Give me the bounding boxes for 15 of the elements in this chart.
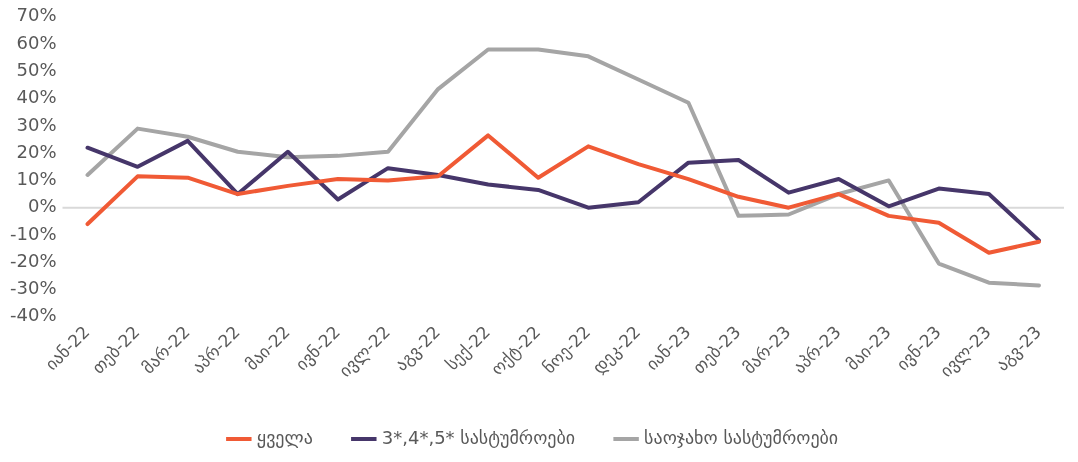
legend-label: ყველა [256,426,313,448]
y-tick-label: 50% [16,59,57,81]
legend-label: 3*,4*,5* სასტუმროები [381,426,576,448]
y-tick-label: -20% [9,249,57,271]
y-tick-label: 0% [27,195,57,217]
y-tick-label: -30% [9,277,57,299]
y-tick-label: 20% [16,140,57,162]
y-tick-label: 60% [16,31,57,53]
y-tick-label: 40% [16,86,57,108]
y-tick-label: 10% [16,168,57,190]
y-tick-label: 70% [16,4,57,26]
y-tick-label: 30% [16,113,57,135]
legend-label: საოჯახო სასტუმროები [644,426,839,448]
y-tick-label: -10% [9,222,57,244]
y-tick-label: -40% [9,304,57,326]
